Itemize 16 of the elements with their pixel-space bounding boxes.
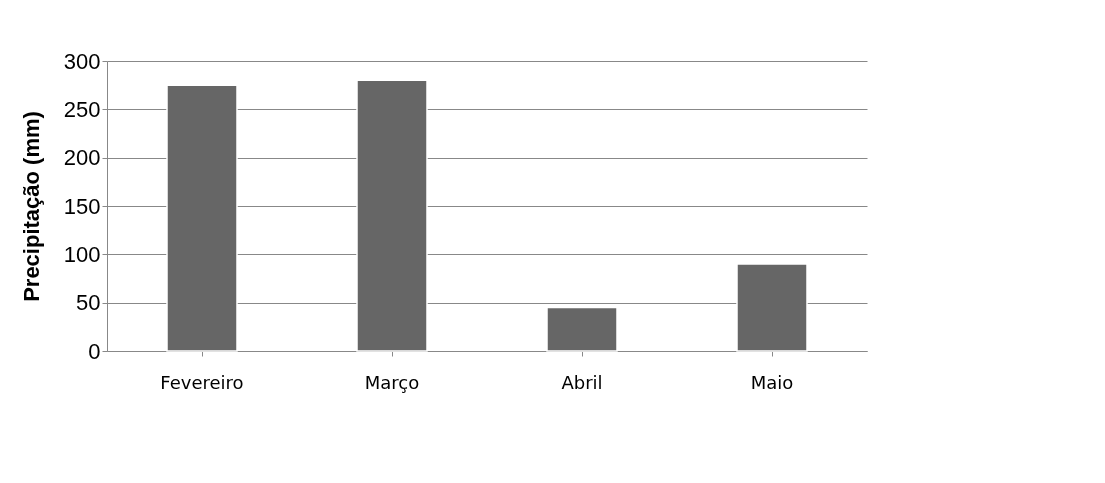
x-tick-label: Fevereiro: [160, 371, 244, 393]
y-tick-label: 150: [63, 193, 101, 219]
y-tick-label: 50: [76, 290, 101, 316]
y-axis-title: Precipitação (mm): [18, 111, 44, 302]
x-tick-label: Março: [364, 371, 420, 393]
y-tick-label: 200: [63, 145, 101, 171]
bar: [166, 84, 238, 352]
y-tick-label: 100: [63, 241, 101, 267]
bar: [736, 263, 808, 352]
x-tick-label: Maio: [750, 371, 794, 393]
x-tick-label: Abril: [561, 371, 603, 393]
bar: [546, 306, 618, 352]
y-tick-label: 0: [88, 338, 101, 364]
bar: [356, 79, 428, 352]
y-tick-label: 300: [63, 48, 101, 74]
y-tick-label: 250: [63, 96, 101, 122]
